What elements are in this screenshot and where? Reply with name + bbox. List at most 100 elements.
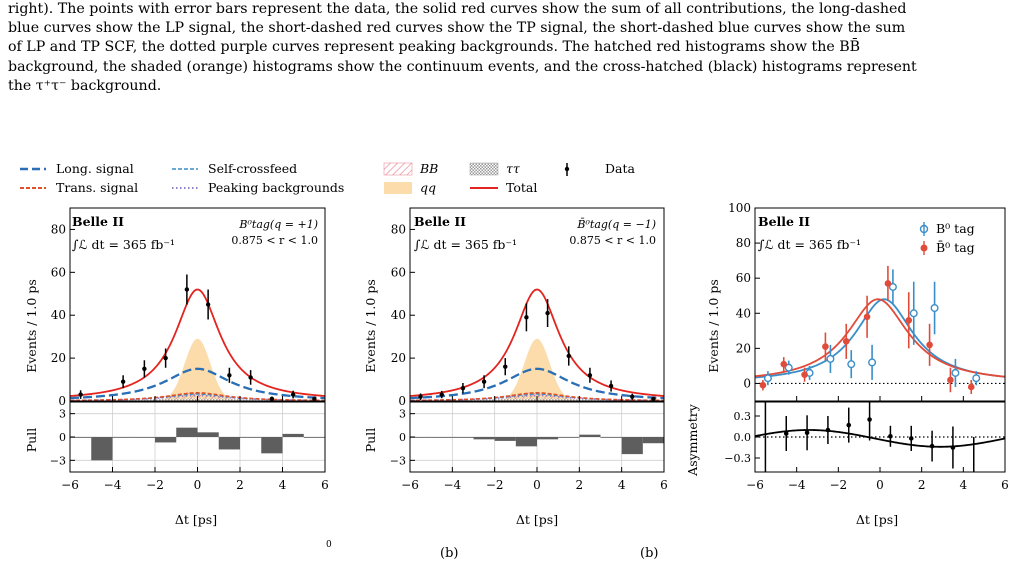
legend: Long. signal Trans. signal Self-crossfee… bbox=[20, 161, 635, 195]
y-axis-label: Events / 1.0 ps bbox=[706, 279, 721, 373]
x-tick-label: 4 bbox=[279, 478, 287, 492]
asymmetry-point bbox=[825, 427, 831, 433]
x-tick-label: 2 bbox=[576, 478, 584, 492]
data-point bbox=[269, 396, 275, 402]
y-tick-label: 0 bbox=[743, 376, 751, 390]
data-point bbox=[142, 366, 147, 372]
x-axis-label: Δt [ps] bbox=[516, 512, 558, 527]
data-point bbox=[248, 375, 253, 380]
data-point bbox=[524, 315, 529, 320]
x-tick-label: −6 bbox=[61, 478, 79, 492]
x-tick-label: 2 bbox=[236, 478, 244, 492]
legend-tautau: ττ bbox=[506, 161, 521, 176]
pull-bar bbox=[410, 437, 432, 438]
caption-line: right). The points with error bars repre… bbox=[8, 1, 907, 17]
pull-bar bbox=[642, 437, 664, 444]
luminosity-label: ∫ℒ dt = 365 fb⁻¹ bbox=[72, 237, 175, 252]
data-point bbox=[163, 355, 168, 361]
x-tick-label: 6 bbox=[660, 478, 668, 492]
data-point bbox=[120, 379, 126, 384]
y-tick-label: 60 bbox=[51, 265, 66, 279]
data-point bbox=[608, 383, 614, 389]
rbin-label: 0.875 < r < 1.0 bbox=[231, 234, 318, 247]
legend-b0bar-tag: B̄⁰ tag bbox=[936, 240, 975, 255]
x-tick-label: 4 bbox=[618, 478, 626, 492]
lower-y-tick-label: −0.3 bbox=[724, 452, 751, 465]
legend-qq-swatch bbox=[384, 182, 412, 194]
y-tick-label: 40 bbox=[736, 306, 751, 320]
legend-qq: qq bbox=[420, 180, 436, 195]
data-point bbox=[290, 392, 296, 397]
x-axis-label: Δt [ps] bbox=[856, 512, 898, 527]
superscript: 0 bbox=[326, 540, 332, 550]
data-point bbox=[460, 385, 466, 391]
data-point bbox=[566, 353, 571, 359]
b0-point bbox=[763, 374, 772, 383]
x-tick-label: −4 bbox=[443, 478, 461, 492]
b0-point bbox=[951, 368, 960, 377]
luminosity-label: ∫ℒ dt = 365 fb⁻¹ bbox=[414, 237, 517, 252]
asymmetry-point bbox=[783, 431, 789, 436]
pull-bar bbox=[600, 437, 622, 438]
asymmetry-point bbox=[929, 443, 935, 449]
y-tick-label: 0 bbox=[398, 394, 406, 408]
total-curve bbox=[409, 288, 665, 397]
data-point bbox=[651, 396, 656, 402]
data-point bbox=[587, 373, 593, 378]
b0bar-point bbox=[967, 383, 975, 391]
legend-bb-swatch bbox=[383, 162, 413, 176]
x-tick-label: −2 bbox=[829, 478, 847, 492]
lower-y-tick-label: 3 bbox=[399, 408, 406, 421]
data-point bbox=[545, 310, 550, 316]
experiment-label: Belle II bbox=[72, 214, 124, 229]
x-axis-label: Δt [ps] bbox=[175, 512, 217, 527]
legend-tautau-swatch bbox=[469, 162, 499, 176]
pull-bar bbox=[473, 437, 495, 440]
x-tick-label: 0 bbox=[533, 478, 541, 492]
pull-bar bbox=[558, 437, 580, 438]
legend-trans-signal: Trans. signal bbox=[56, 180, 138, 195]
asymmetry-point bbox=[804, 430, 810, 436]
long-signal-curve bbox=[409, 367, 665, 400]
b0bar-point bbox=[926, 341, 933, 349]
legend-peaking: Peaking backgrounds bbox=[208, 180, 344, 195]
lower-y-tick-label: 0 bbox=[399, 431, 406, 444]
data-point bbox=[630, 394, 635, 399]
luminosity-label: ∫ℒ dt = 365 fb⁻¹ bbox=[758, 237, 861, 252]
b0-point bbox=[784, 363, 793, 372]
pull-bar bbox=[218, 437, 240, 450]
b0-point bbox=[909, 309, 918, 318]
caption-fragment-left: (b) bbox=[440, 546, 459, 561]
figure: Long. signal Trans. signal Self-crossfee… bbox=[20, 161, 1009, 527]
pull-axis-label: Pull bbox=[24, 428, 39, 452]
b0-point bbox=[888, 282, 897, 291]
lower-y-tick-label: −3 bbox=[50, 454, 66, 467]
data-point bbox=[439, 392, 444, 397]
pull-bar bbox=[494, 437, 516, 441]
y-tick-label: 80 bbox=[51, 222, 66, 236]
data-point bbox=[205, 302, 211, 307]
pull-bar bbox=[282, 433, 304, 437]
x-tick-label: −6 bbox=[401, 478, 419, 492]
b0-tag-curve bbox=[754, 298, 1006, 379]
pull-bar bbox=[176, 427, 198, 437]
y-tick-label: 80 bbox=[736, 236, 751, 250]
b0bar-point bbox=[884, 280, 892, 287]
asymmetry-point bbox=[867, 417, 872, 422]
pull-bar bbox=[452, 437, 474, 438]
b0-point bbox=[868, 358, 877, 367]
lower-y-tick-label: −3 bbox=[390, 454, 406, 467]
long-signal-curve bbox=[69, 367, 326, 400]
data-point bbox=[227, 373, 232, 378]
legend-total: Total bbox=[506, 180, 537, 195]
asymmetry-curve bbox=[754, 429, 1006, 448]
x-tick-label: −4 bbox=[104, 478, 122, 492]
caption-fragment-right: (b) bbox=[640, 546, 659, 561]
caption-line: of LP and TP SCF, the dotted purple curv… bbox=[8, 39, 861, 56]
x-tick-label: −4 bbox=[788, 478, 806, 492]
y-tick-label: 100 bbox=[728, 201, 751, 215]
b0bar-tag-curve bbox=[754, 298, 1006, 378]
b0bar-point bbox=[801, 371, 808, 378]
b0-point bbox=[972, 374, 981, 383]
